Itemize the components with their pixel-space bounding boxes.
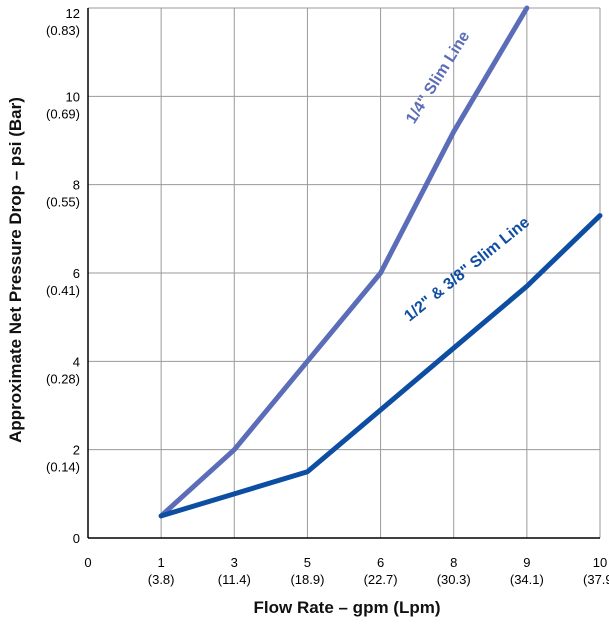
x-tick-label: 1 <box>158 555 165 570</box>
y-tick-sublabel: (0.69) <box>46 106 80 121</box>
y-tick-sublabel: (0.28) <box>46 371 80 386</box>
x-tick-label: 5 <box>304 555 311 570</box>
x-tick-sublabel: (11.4) <box>218 572 251 587</box>
y-axis-ticks: 0 2 (0.14) 4 (0.28) 6 (0.41) 8 (0.55) 10 (0.69) 12 (… <box>46 6 80 546</box>
x-tick-sublabel: (30.3) <box>437 572 471 587</box>
x-tick-label: 0 <box>84 555 91 570</box>
y-tick-label: 4 <box>73 354 80 369</box>
y-tick-label: 8 <box>73 178 80 193</box>
y-axis-title: Approximate Net Pressure Drop – psi (Bar… <box>6 97 25 443</box>
x-tick-sublabel: (37.9) <box>583 572 609 587</box>
y-tick-sublabel: (0.41) <box>46 283 80 298</box>
y-tick-label: 6 <box>73 266 80 281</box>
x-tick-sublabel: (34.1) <box>510 572 544 587</box>
axes <box>87 8 600 539</box>
y-tick-label: 10 <box>66 89 80 104</box>
x-tick-label: 8 <box>450 555 457 570</box>
x-tick-sublabel: (22.7) <box>364 572 398 587</box>
x-tick-label: 10 <box>593 555 607 570</box>
series-lines <box>158 5 603 519</box>
y-tick-sublabel: (0.55) <box>46 195 80 210</box>
y-tick-sublabel: (0.83) <box>46 23 80 38</box>
y-tick-label: 0 <box>73 531 80 546</box>
grid <box>88 7 601 538</box>
y-tick-sublabel: (0.14) <box>46 460 80 475</box>
x-axis-title: Flow Rate – gpm (Lpm) <box>254 598 441 617</box>
x-tick-sublabel: (18.9) <box>290 572 324 587</box>
x-tick-label: 9 <box>523 555 530 570</box>
x-tick-sublabel: (3.8) <box>148 572 175 587</box>
x-tick-label: 3 <box>231 555 238 570</box>
x-tick-label: 6 <box>377 555 384 570</box>
x-axis-ticks: 0 1 (3.8) 3 (11.4) 5 (18.9) 6 (22.7) 8 (30.3) 9 (34.… <box>84 555 609 587</box>
y-tick-label: 12 <box>66 6 80 21</box>
series-line-quarter-inch <box>158 5 530 519</box>
y-tick-label: 2 <box>73 443 80 458</box>
series-label-half-three-eighths-inch: 1/2" & 3/8" Slim Line <box>401 214 533 325</box>
